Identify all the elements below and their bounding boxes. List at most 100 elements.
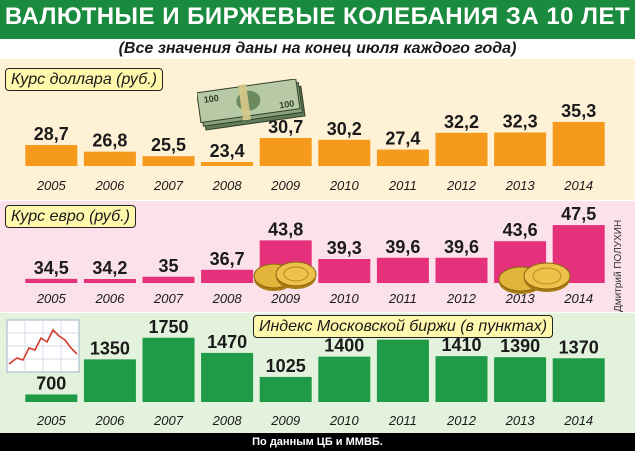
index-bar-2008 [201,352,254,402]
usd-bar-2008 [201,162,254,166]
coins-icon [252,257,318,298]
eur-year-tick: 2013 [505,291,536,306]
index-year-tick: 2012 [446,413,477,428]
index-bar-2013 [494,357,547,402]
index-value-label: 1370 [559,337,599,357]
index-year-tick: 2013 [505,413,536,428]
index-bar-2009 [259,376,312,402]
usd-value-label: 26,8 [92,131,127,151]
banknotes-icon: 100 100 [196,78,311,136]
index-bar-2010 [318,356,371,402]
svg-text:100: 100 [203,93,219,105]
eur-year-tick: 2014 [563,291,593,306]
eur-value-label: 43,6 [503,220,538,240]
eur-year-tick: 2005 [36,291,67,306]
index-bar-2011 [376,339,429,402]
usd-bar-2013 [494,132,547,166]
eur-year-tick: 2009 [270,291,300,306]
eur-bar-2007 [142,276,195,283]
usd-bar-2010 [318,139,371,166]
usd-bar-2007 [142,156,195,166]
usd-year-tick: 2007 [153,178,184,193]
usd-year-tick: 2005 [36,178,67,193]
eur-value-label: 36,7 [210,249,245,269]
usd-bar-2009 [259,138,312,166]
usd-value-label: 35,3 [561,101,596,121]
eur-value-label: 39,6 [385,237,420,257]
eur-bar-2008 [201,269,254,283]
usd-value-label: 27,4 [385,129,420,149]
usd-value-label: 25,5 [151,135,186,155]
usd-bar-2012 [435,132,488,166]
index-bar-2012 [435,356,488,402]
usd-year-tick: 2010 [329,178,360,193]
index-year-tick: 2014 [563,413,593,428]
eur-year-tick: 2007 [153,291,184,306]
index-value-label: 1410 [441,335,481,355]
eur-year-tick: 2006 [94,291,125,306]
eur-bar-2012 [435,257,488,283]
page-subtitle: (Все значения даны на конец июля каждого… [118,40,517,57]
eur-year-tick: 2012 [446,291,477,306]
index-year-tick: 2009 [270,413,300,428]
usd-year-tick: 2006 [94,178,125,193]
author-credit: Дмитрий ПОЛУХИН [613,219,624,312]
page-title: ВАЛЮТНЫЕ И БИРЖЕВЫЕ КОЛЕБАНИЯ ЗА 10 ЛЕТ [4,3,631,30]
index-value-label: 1390 [500,336,540,356]
eur-value-label: 35 [158,256,178,276]
eur-value-label: 47,5 [561,204,596,224]
index-chart-title: Индекс Московской биржи (в пунктах) [253,315,554,338]
usd-value-label: 32,3 [503,111,538,131]
usd-year-tick: 2014 [563,178,593,193]
usd-year-tick: 2009 [270,178,300,193]
eur-value-label: 39,3 [327,238,362,258]
index-year-tick: 2005 [36,413,67,428]
usd-value-label: 30,7 [268,117,303,137]
index-value-label: 1400 [324,336,364,356]
usd-bar-2014 [552,121,605,166]
usd-bar-2006 [83,151,136,166]
index-year-tick: 2011 [388,413,417,428]
index-value-label: 1750 [148,317,188,337]
usd-chart-title: Курс доллара (руб.) [5,68,163,91]
coins-icon [497,257,573,302]
index-value-label: 700 [36,373,66,393]
eur-bar-2006 [83,279,136,283]
eur-value-label: 43,8 [268,219,303,239]
index-bar-2007 [142,337,195,402]
index-bar-2005 [25,394,78,402]
eur-bar-2005 [25,278,78,283]
eur-chart-title: Курс евро (руб.) [5,205,136,228]
index-year-tick: 2007 [153,413,184,428]
usd-value-label: 23,4 [210,141,245,161]
header-band [0,0,635,39]
usd-value-label: 30,2 [327,119,362,139]
eur-year-tick: 2010 [329,291,360,306]
index-year-tick: 2010 [329,413,360,428]
svg-text:100: 100 [279,98,295,110]
index-year-tick: 2008 [212,413,243,428]
index-value-label: 1350 [90,338,130,358]
source-note: По данным ЦБ и ММВБ. [252,436,383,448]
index-year-tick: 2006 [94,413,125,428]
usd-year-tick: 2013 [505,178,536,193]
usd-value-label: 28,7 [34,124,69,144]
usd-year-tick: 2011 [388,178,417,193]
eur-value-label: 34,5 [34,258,69,278]
usd-bar-2011 [376,149,429,166]
index-value-label: 1025 [266,356,306,376]
usd-value-label: 32,2 [444,112,479,132]
footer-band [0,433,635,451]
eur-value-label: 39,6 [444,237,479,257]
eur-bar-2010 [318,259,371,283]
index-bar-2014 [552,358,605,402]
index-bar-2006 [83,359,136,402]
stock-graph-icon [5,318,83,379]
usd-year-tick: 2012 [446,178,477,193]
eur-bar-2011 [376,257,429,283]
eur-value-label: 34,2 [92,258,127,278]
usd-bar-2005 [25,145,78,166]
index-value-label: 1470 [207,332,247,352]
eur-year-tick: 2008 [212,291,243,306]
eur-year-tick: 2011 [388,291,417,306]
